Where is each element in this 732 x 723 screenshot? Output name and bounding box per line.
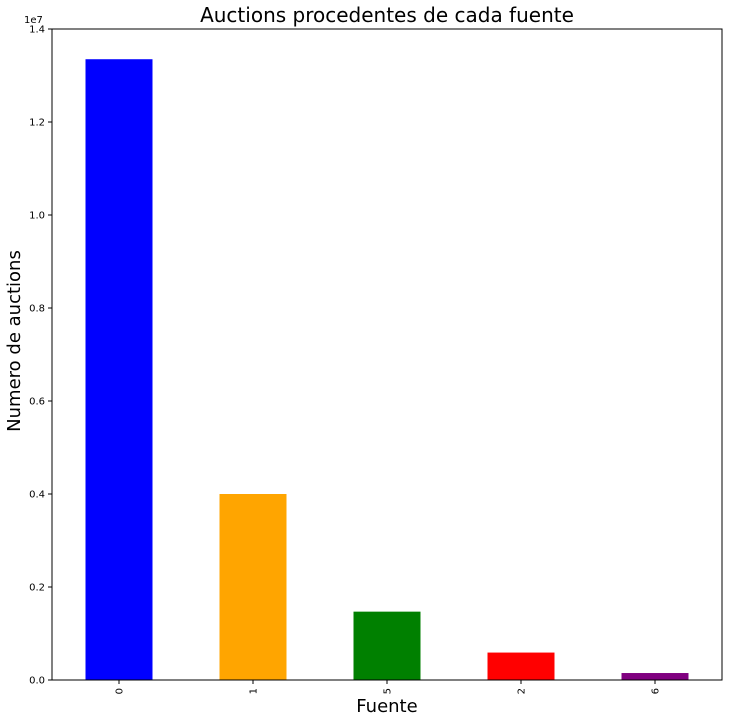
y-axis-label: Numero de auctions: [4, 250, 25, 432]
y-tick-label: 0.8: [29, 304, 45, 315]
x-tick-label: 1: [249, 688, 260, 694]
y-tick-label: 1.2: [29, 118, 45, 129]
plot-frame: [51, 28, 723, 681]
x-tick-label: 5: [383, 688, 394, 694]
x-tick-label: 6: [651, 688, 662, 694]
x-tick-label: 0: [115, 688, 126, 694]
bar-6: [621, 673, 689, 680]
y-axis-ticks: 0.0 0.2 0.4 0.6 0.8 1.0 1.2 1.4: [29, 25, 52, 687]
y-tick-label: 0.4: [29, 490, 45, 501]
y-tick-label: 0.0: [29, 676, 45, 687]
x-axis-label: Fuente: [356, 696, 417, 717]
bar-5: [353, 611, 421, 680]
bar-2: [487, 652, 555, 680]
bars: [85, 59, 689, 681]
bar-0: [85, 59, 153, 681]
chart-title: Auctions procedentes de cada fuente: [200, 3, 574, 27]
y-tick-label: 0.2: [29, 583, 45, 594]
y-tick-label: 0.6: [29, 397, 45, 408]
y-tick-label: 1.4: [29, 25, 45, 36]
y-tick-label: 1.0: [29, 211, 45, 222]
x-axis-ticks: 0 1 5 2 6: [115, 680, 662, 694]
y-scale-label: 1e7: [24, 15, 43, 26]
bar-1: [219, 494, 287, 680]
x-tick-label: 2: [517, 688, 528, 694]
